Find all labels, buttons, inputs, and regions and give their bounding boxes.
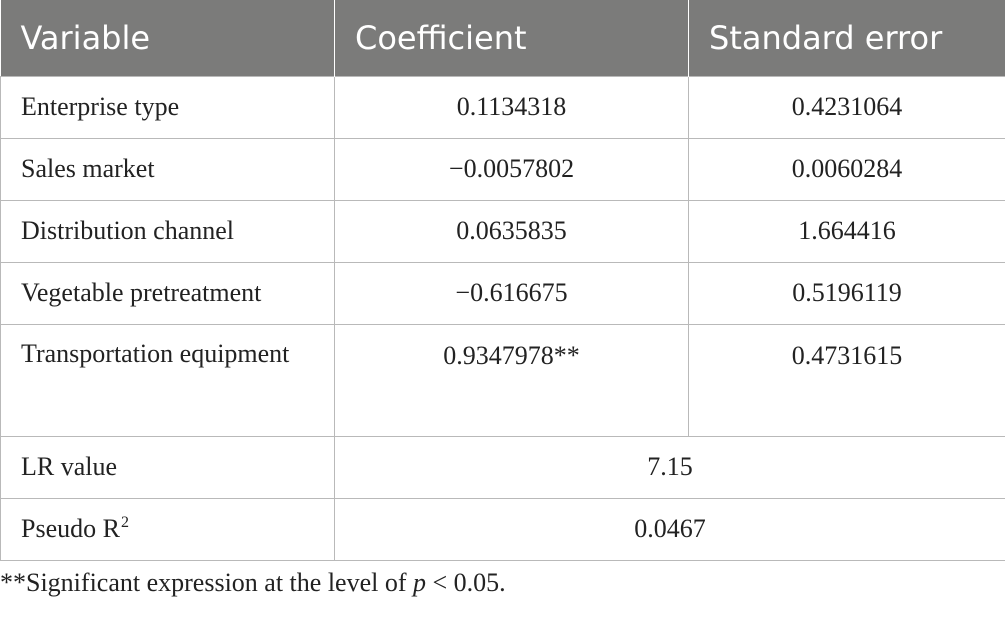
summary-row: Pseudo R2 0.0467 <box>0 497 1005 561</box>
header-row: Variable Coefficient Standard error <box>0 0 1005 76</box>
table-footnote: **Significant expression at the level of… <box>0 568 506 598</box>
superscript: 2 <box>120 514 129 531</box>
variable-cell: Transportation equipment <box>0 323 335 437</box>
table-row: Sales market −0.0057802 0.0060284 <box>0 137 1005 201</box>
regression-table: Variable Coefficient Standard error Ente… <box>0 0 1005 561</box>
std-error-cell: 0.5196119 <box>688 261 1005 325</box>
summary-row: LR value 7.15 <box>0 435 1005 499</box>
table-row: Transportation equipment 0.9347978** 0.4… <box>0 323 1005 437</box>
summary-value: 7.15 <box>334 435 1005 499</box>
summary-value: 0.0467 <box>334 497 1005 561</box>
std-error-cell: 0.4731615 <box>688 323 1005 437</box>
summary-label: LR value <box>0 435 335 499</box>
table-row: Vegetable pretreatment −0.616675 0.51961… <box>0 261 1005 325</box>
summary-label: Pseudo R2 <box>0 497 335 561</box>
variable-cell: Vegetable pretreatment <box>0 261 335 325</box>
footnote-italic: p <box>413 568 427 597</box>
coefficient-cell: −0.616675 <box>334 261 689 325</box>
summary-label-text: Pseudo R <box>21 514 120 543</box>
coefficient-cell: 0.1134318 <box>334 75 689 139</box>
table-row: Distribution channel 0.0635835 1.664416 <box>0 199 1005 263</box>
variable-cell: Sales market <box>0 137 335 201</box>
table-row: Enterprise type 0.1134318 0.4231064 <box>0 75 1005 139</box>
coefficient-cell: 0.9347978** <box>334 323 689 437</box>
std-error-cell: 1.664416 <box>688 199 1005 263</box>
header-standard-error: Standard error <box>688 0 1005 76</box>
std-error-cell: 0.0060284 <box>688 137 1005 201</box>
coefficient-cell: 0.0635835 <box>334 199 689 263</box>
header-variable: Variable <box>0 0 335 76</box>
footnote-suffix: < 0.05. <box>426 568 506 597</box>
variable-cell: Enterprise type <box>0 75 335 139</box>
footnote-prefix: **Significant expression at the level of <box>0 568 414 597</box>
header-coefficient: Coefficient <box>334 0 689 76</box>
std-error-cell: 0.4231064 <box>688 75 1005 139</box>
variable-cell: Distribution channel <box>0 199 335 263</box>
coefficient-cell: −0.0057802 <box>334 137 689 201</box>
